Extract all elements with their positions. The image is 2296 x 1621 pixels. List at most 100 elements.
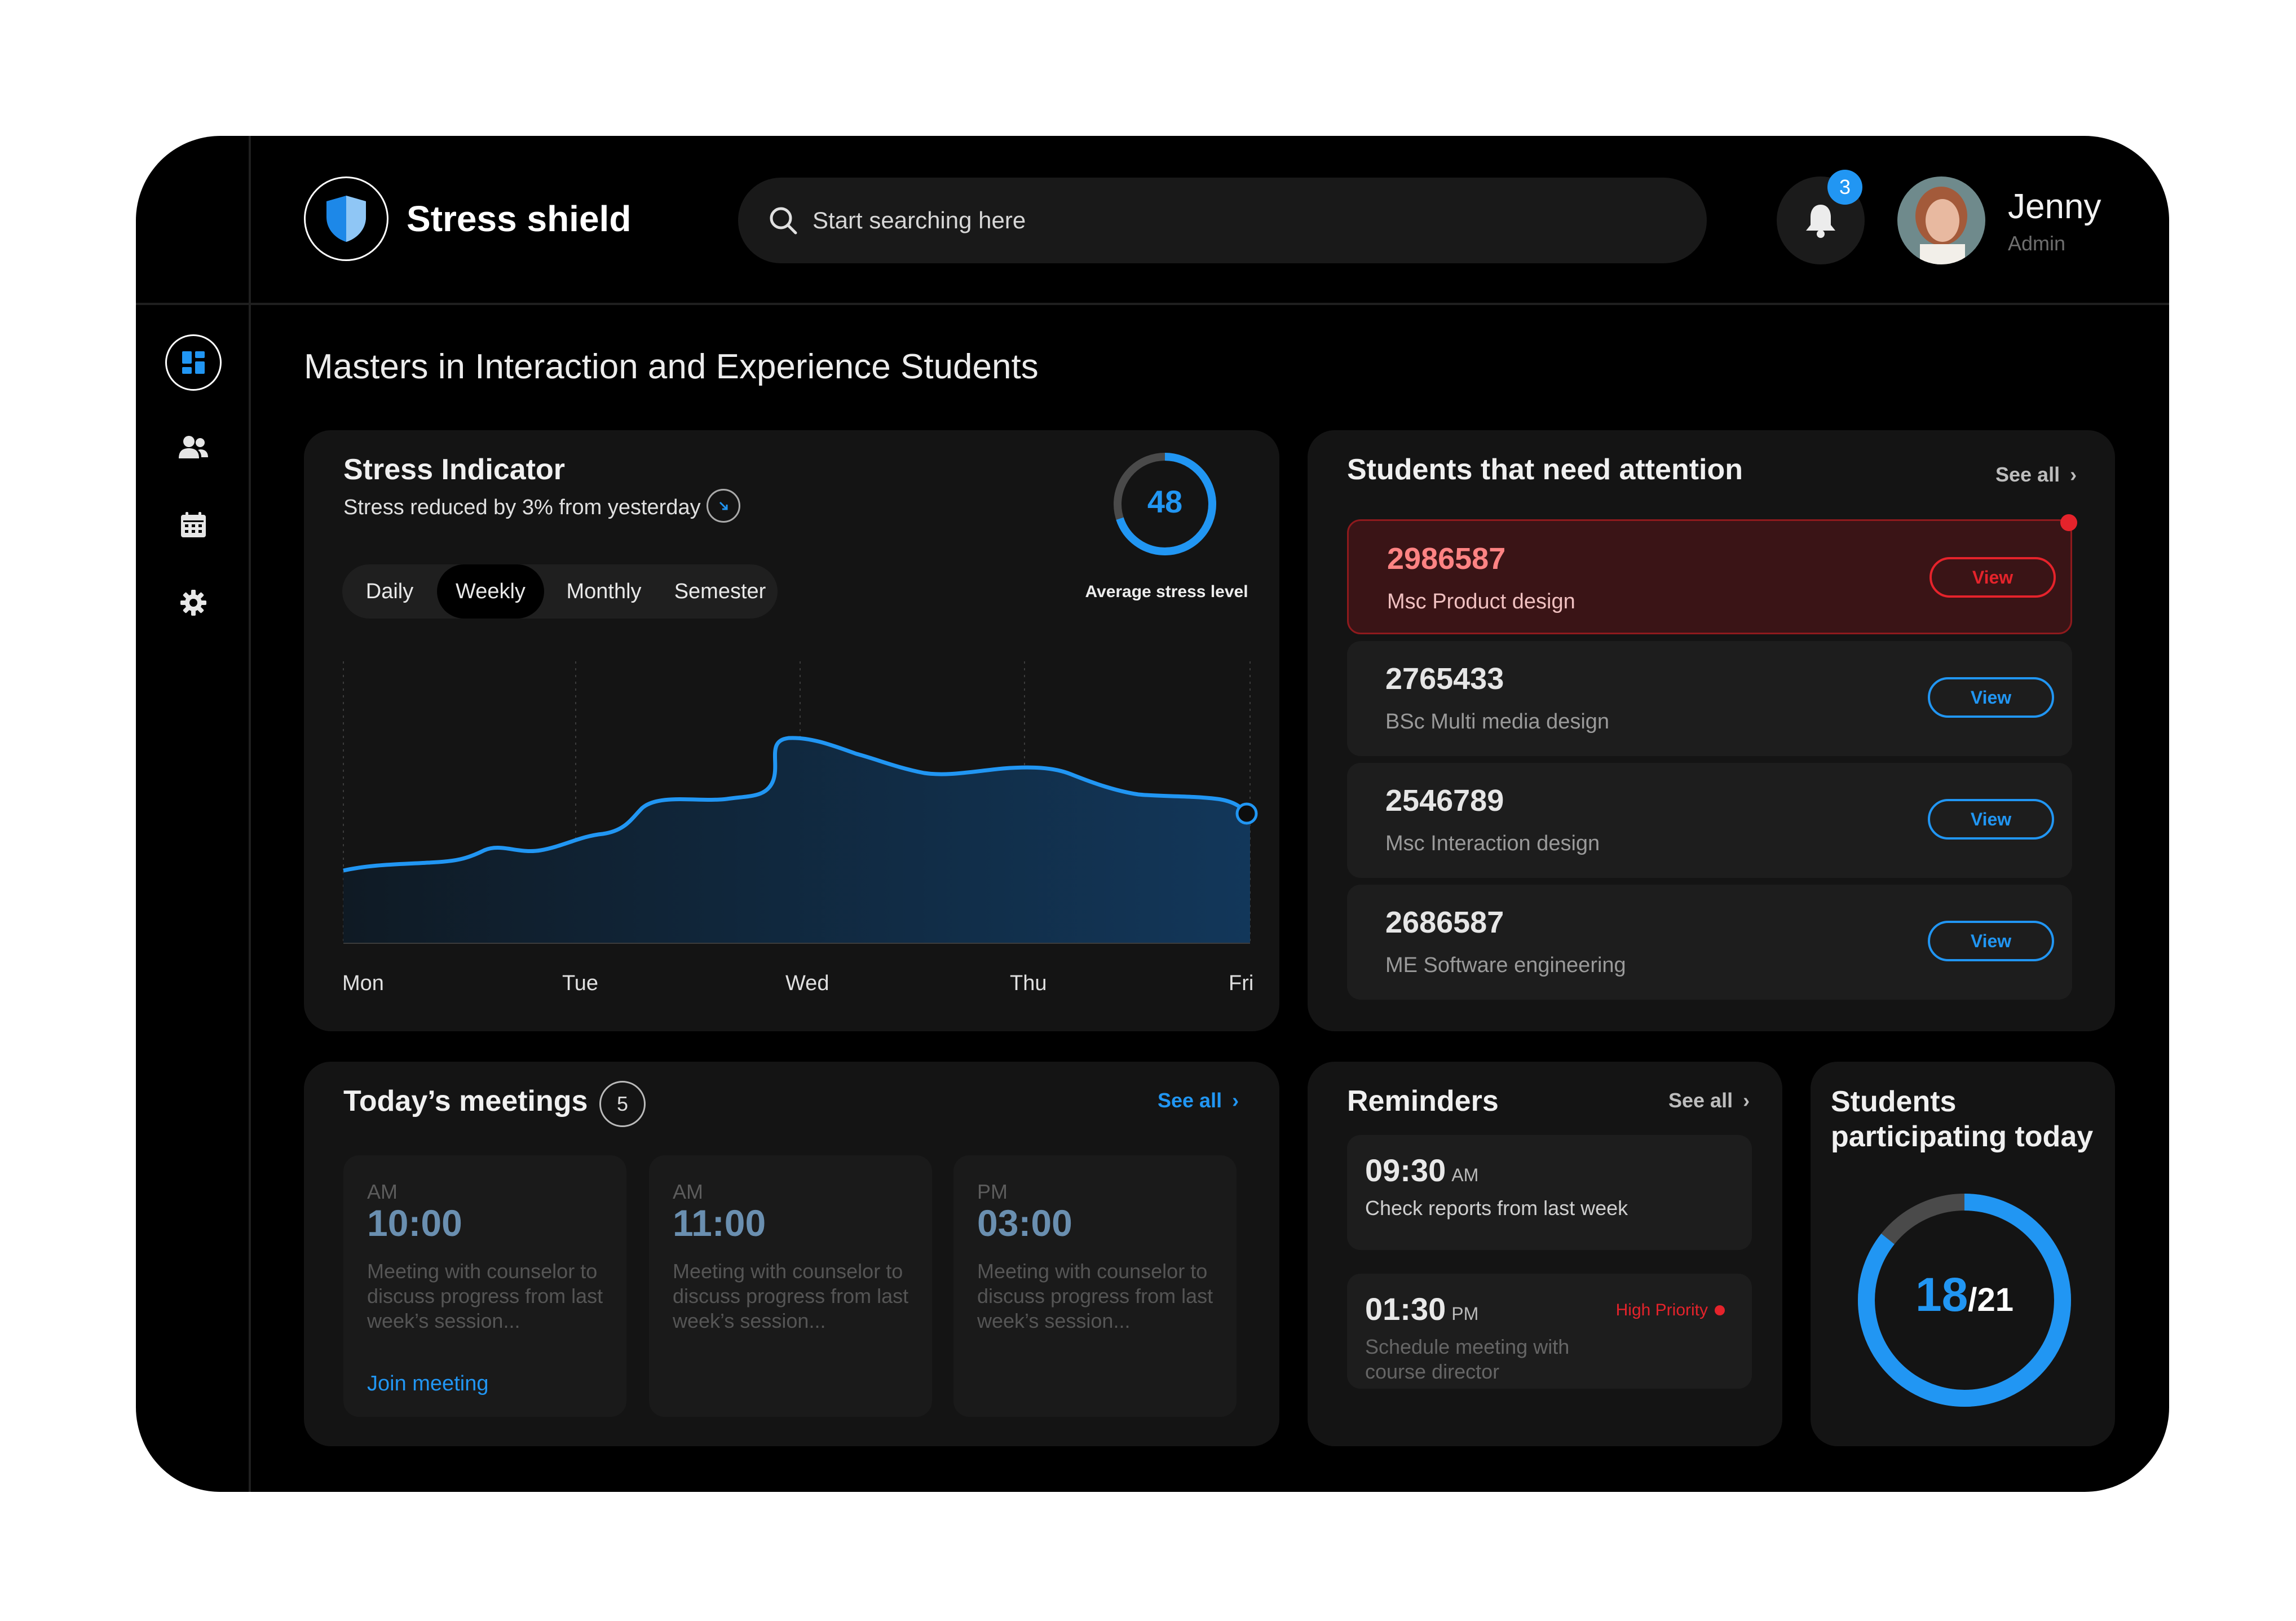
reminder-time: 09:30 AM [1365,1152,1478,1189]
sidebar-item-settings[interactable] [176,586,210,620]
reminder-time: 01:30 PM [1365,1291,1478,1327]
meeting-time: 11:00 [673,1202,766,1244]
stress-line [343,736,1248,873]
notifications-button[interactable] [1777,176,1865,264]
meeting-ampm: AM [673,1180,703,1203]
sidebar-item-students[interactable] [176,430,210,464]
reminder-ampm: AM [1451,1165,1479,1185]
participation-total: /21 [1968,1282,2014,1318]
see-all-label: See all [1668,1089,1733,1112]
user-role: Admin [2008,232,2066,255]
chevron-right-icon: › [1232,1089,1239,1112]
meeting-card[interactable]: AM 11:00 Meeting with counselor to discu… [649,1155,932,1417]
sidebar-item-calendar[interactable] [176,508,210,542]
priority-badge: High Priority [1616,1301,1725,1320]
attention-card: Students that need attention See all › 2… [1308,430,2115,1031]
student-card[interactable]: 2546789 Msc Interaction design View [1347,763,2072,878]
tab-monthly[interactable]: Monthly [566,580,642,603]
see-all-label: See all [1158,1089,1222,1112]
average-stress-value: 48 [1147,484,1183,519]
notification-badge: 3 [1827,170,1862,205]
average-stress-label: Average stress level [1085,582,1248,601]
chevron-right-icon: › [2070,463,2077,486]
priority-label: High Priority [1615,1301,1708,1319]
student-program: ME Software engineering [1385,953,1626,977]
gear-icon [180,590,206,616]
bell-icon [1806,205,1835,238]
chevron-right-icon: › [1743,1089,1750,1112]
search-bar[interactable]: Start searching here [738,178,1707,263]
participation-card: Students participating today 18/21 [1811,1062,2115,1446]
header-divider [136,303,2169,305]
meeting-time: 03:00 [977,1202,1072,1244]
student-card[interactable]: 2765433 BSc Multi media design View [1347,641,2072,756]
trend-down-icon [707,489,740,523]
join-meeting-link[interactable]: Join meeting [367,1372,489,1395]
sidebar-item-dashboard[interactable] [165,334,222,391]
x-tick-label: Mon [342,971,384,995]
reminder-item[interactable]: 01:30 PM High Priority Schedule meeting w… [1347,1274,1752,1389]
student-id: 2686587 [1385,906,1504,939]
reminder-ampm: PM [1451,1304,1479,1324]
reminder-text: Check reports from last week [1365,1196,1628,1220]
attention-title: Students that need attention [1347,453,1743,486]
app-window: Stress shield Start searching here 3 Jen… [136,136,2169,1492]
alert-dot [2060,514,2077,531]
reminders-see-all-link[interactable]: See all › [1668,1089,1750,1112]
participation-current: 18 [1915,1268,1968,1321]
meeting-card[interactable]: PM 03:00 Meeting with counselor to discu… [953,1155,1237,1417]
student-card[interactable]: 2686587 ME Software engineering View [1347,885,2072,1000]
view-button[interactable]: View [1928,921,2054,961]
tab-weekly[interactable]: Weekly [437,564,544,619]
participation-ring [1858,1194,2071,1407]
meetings-see-all-link[interactable]: See all › [1158,1089,1239,1112]
reminders-title: Reminders [1347,1085,1499,1118]
see-all-label: See all [1995,463,2060,486]
x-tick-label: Thu [1010,971,1047,995]
x-tick-label: Tue [562,971,599,995]
search-input[interactable]: Start searching here [813,207,1026,233]
student-program: Msc Interaction design [1385,832,1600,855]
reminder-time-value: 01:30 [1365,1291,1446,1327]
participation-title-line: participating today [1831,1120,2094,1153]
meeting-time: 10:00 [367,1202,462,1244]
view-button[interactable]: View [1928,799,2054,840]
dashboard-icon [182,351,205,374]
meeting-card[interactable]: AM 10:00 Meeting with counselor to discu… [343,1155,626,1417]
page-title: Masters in Interaction and Experience St… [304,347,1039,386]
stress-area [343,737,1250,943]
meeting-description: Meeting with counselor to discuss progre… [977,1260,1213,1332]
avatar[interactable] [1897,176,1985,264]
reminder-item[interactable]: 09:30 AM Check reports from last week [1347,1135,1752,1250]
reminder-time-value: 09:30 [1365,1152,1446,1188]
tab-semester[interactable]: Semester [674,580,766,603]
participation-title: Students participating today [1831,1084,2093,1154]
student-card[interactable]: 2986587 Msc Product design View [1347,514,2077,634]
stress-title: Stress Indicator [343,453,566,486]
user-name: Jenny [2008,187,2101,226]
tab-daily[interactable]: Daily [365,580,414,603]
shield-logo-icon [304,176,388,261]
meeting-description: Meeting with counselor to discuss progre… [673,1260,909,1332]
student-program: BSc Multi media design [1385,710,1610,734]
average-stress-gauge [1114,453,1216,555]
participation-title-line: Students [1831,1085,1957,1118]
view-button[interactable]: View [1929,557,2056,598]
users-icon [179,436,208,458]
meetings-title: Today’s meetings [343,1085,588,1118]
student-id: 2546789 [1385,784,1504,818]
student-id: 2765433 [1385,662,1504,696]
meeting-ampm: AM [367,1180,398,1203]
reminders-card: Reminders See all › 09:30 AM Check report… [1308,1062,1782,1446]
calendar-icon [181,512,206,537]
meetings-card: Today’s meetings 5 See all › AM 10:00 Me… [304,1062,1279,1446]
priority-dot [1715,1305,1725,1315]
period-tabs: Daily Weekly Monthly Semester [342,564,778,619]
participation-value: 18/21 [1855,1267,2074,1322]
student-program: Msc Product design [1387,590,1575,613]
view-button[interactable]: View [1928,677,2054,718]
attention-see-all-link[interactable]: See all › [1995,463,2077,487]
meeting-description: Meeting with counselor to discuss progre… [367,1260,603,1332]
reminder-text: Schedule meeting with course director [1365,1335,1570,1383]
stress-subtitle: Stress reduced by 3% from yesterday [343,496,701,519]
